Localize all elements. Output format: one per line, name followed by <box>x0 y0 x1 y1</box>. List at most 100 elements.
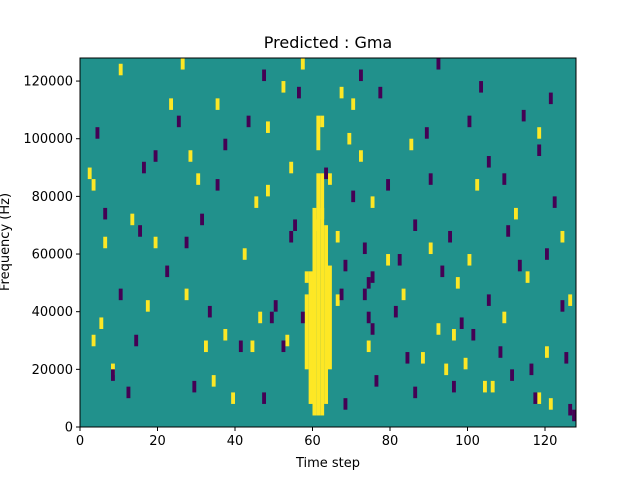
heatmap-cell <box>560 230 565 243</box>
x-tick-label: 120 <box>533 434 558 449</box>
heatmap-cell <box>211 375 216 387</box>
heatmap-cell <box>223 328 228 341</box>
heatmap-cell <box>118 63 123 76</box>
heatmap-cell <box>204 340 208 353</box>
x-tick-label: 0 <box>76 434 84 449</box>
heatmap-cell <box>362 288 367 301</box>
heatmap-cell <box>320 207 325 220</box>
heatmap-cell <box>374 375 379 387</box>
heatmap-cell <box>424 127 429 139</box>
heatmap-cell <box>95 127 100 139</box>
heatmap-cell <box>142 161 146 174</box>
heatmap-cell <box>130 213 135 226</box>
heatmap-cell <box>471 328 476 341</box>
heatmap-cell <box>262 69 267 82</box>
heatmap-cell <box>370 323 375 335</box>
heatmap-column-band <box>316 173 321 416</box>
heatmap-cell <box>498 346 503 358</box>
heatmap-cell <box>359 69 363 82</box>
heatmap-cell <box>401 288 406 301</box>
heatmap-cell <box>91 334 96 347</box>
heatmap-cell <box>529 363 534 376</box>
heatmap-cell <box>564 352 569 364</box>
heatmap-cell <box>486 294 491 306</box>
heatmap-cell <box>262 392 267 404</box>
heatmap-cell <box>448 230 453 243</box>
heatmap-cell <box>545 346 549 358</box>
heatmap-cell <box>548 398 553 410</box>
heatmap-cell <box>111 369 115 381</box>
heatmap-cell <box>421 352 425 364</box>
heatmap-cell <box>475 179 480 191</box>
heatmap-cell <box>297 86 301 99</box>
heatmap-cell <box>393 305 398 318</box>
heatmap-cell <box>444 363 449 376</box>
y-tick-label: 60000 <box>32 248 73 263</box>
heatmap-cell <box>514 207 518 220</box>
y-tick-label: 40000 <box>32 305 73 320</box>
heatmap-cell <box>335 294 340 306</box>
heatmap-cell <box>238 340 243 353</box>
x-tick-label: 80 <box>382 434 399 449</box>
heatmap-cell <box>188 150 193 162</box>
heatmap-column-band <box>312 207 317 416</box>
heatmap-column-band <box>316 115 321 151</box>
heatmap-cell <box>207 305 212 318</box>
heatmap-cell <box>215 179 220 191</box>
heatmap-cell <box>285 334 290 347</box>
heatmap-cell <box>545 248 549 260</box>
heatmap-cell <box>510 369 515 381</box>
heatmap-cell <box>196 173 201 185</box>
y-axis-label: Frequency (Hz) <box>0 193 13 291</box>
heatmap-cell <box>366 277 371 289</box>
y-tick-label: 100000 <box>23 132 73 147</box>
heatmap-cell <box>366 311 371 324</box>
heatmap-cell <box>452 380 456 393</box>
heatmap-cell <box>192 380 197 393</box>
heatmap-cell <box>347 132 352 145</box>
heatmap-cell <box>91 179 96 191</box>
heatmap-cell <box>386 179 391 191</box>
heatmap-cell <box>266 184 270 197</box>
plot-area <box>80 58 577 427</box>
heatmap-cell <box>289 230 294 243</box>
heatmap-cell <box>343 259 348 272</box>
y-tick-label: 80000 <box>32 190 73 205</box>
heatmap-cell <box>537 392 542 404</box>
heatmap-cell <box>370 196 375 208</box>
heatmap-cell <box>176 115 181 128</box>
y-axis: 0 20000 40000 60000 80000 100000 120000 <box>23 75 80 436</box>
heatmap-cell <box>386 254 391 266</box>
y-tick-label: 0 <box>65 421 73 436</box>
heatmap-cell <box>537 144 542 157</box>
heatmap-cell <box>273 300 278 312</box>
heatmap-cell <box>293 219 298 231</box>
heatmap-cell <box>343 398 348 410</box>
x-axis: 0 20 40 60 80 100 120 <box>76 427 558 449</box>
heatmap-cell <box>339 288 344 301</box>
heatmap-cell <box>502 311 507 324</box>
heatmap-cell <box>99 317 104 329</box>
heatmap-cell <box>153 236 158 249</box>
heatmap-cell <box>242 248 247 260</box>
y-tick-label: 20000 <box>32 363 73 378</box>
heatmap-cell <box>467 115 472 128</box>
heatmap-cell <box>370 271 375 283</box>
heatmap-column-band <box>324 225 329 404</box>
heatmap-cell <box>134 334 139 347</box>
heatmap-cell <box>459 317 464 329</box>
heatmap-cell <box>269 311 274 324</box>
heatmap-cell <box>138 225 143 237</box>
heatmap-cell <box>436 323 441 335</box>
heatmap-cell <box>339 86 344 99</box>
heatmap-cell <box>463 357 468 370</box>
heatmap-cell <box>266 121 270 133</box>
heatmap-cell <box>258 311 263 324</box>
heatmap-cell <box>281 340 286 353</box>
heatmap-cell <box>351 98 356 110</box>
heatmap-cell <box>359 150 363 162</box>
heatmap-cell <box>409 138 414 151</box>
heatmap-cell <box>328 173 332 185</box>
